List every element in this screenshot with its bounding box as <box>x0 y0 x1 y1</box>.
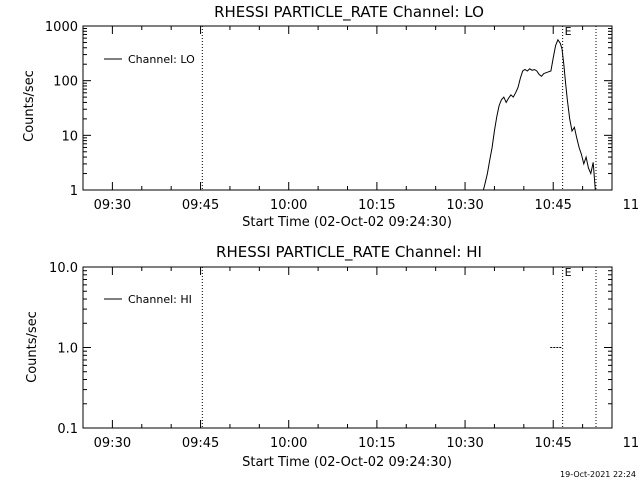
hi-y-tick-label: 0.1 <box>57 422 78 437</box>
hi-channel-panel: RHESSI PARTICLE_RATE Channel: HI Start T… <box>25 243 640 470</box>
hi-x-tick-label: 09:45 <box>182 436 219 451</box>
lo-x-tick-label: 10:00 <box>270 198 307 213</box>
lo-y-tick-label: 1 <box>70 184 78 199</box>
hi-y-tick-label: 1.0 <box>57 342 78 357</box>
hi-legend-label: Channel: HI <box>128 293 192 306</box>
hi-x-tick-label: 09:30 <box>94 436 131 451</box>
hi-x-tick-label: 10:45 <box>534 436 571 451</box>
hi-y-tick-label: 10.0 <box>49 261 78 276</box>
lo-x-tick-label: 09:45 <box>182 198 219 213</box>
hi-chart-title: RHESSI PARTICLE_RATE Channel: HI <box>216 243 482 262</box>
lo-x-tick-label: 10:15 <box>358 198 395 213</box>
lo-legend-label: Channel: LO <box>128 53 195 66</box>
lo-series-line <box>482 38 596 190</box>
lo-channel-panel: RHESSI PARTICLE_RATE Channel: LO Start T… <box>22 3 640 230</box>
lo-x-tick-label: 10:30 <box>446 198 483 213</box>
lo-x-tick-label: 10:45 <box>534 198 571 213</box>
hi-chart-ylabel: Counts/sec <box>25 311 40 383</box>
hi-x-tick-label: 10:30 <box>446 436 483 451</box>
hi-x-tick-label: 10:00 <box>270 436 307 451</box>
lo-x-tick-label: 11:00 <box>623 198 640 213</box>
hi-plot-frame <box>82 266 613 429</box>
hi-chart-xlabel: Start Time (02-Oct-02 09:24:30) <box>242 455 452 470</box>
hi-event-marker: E <box>565 266 572 279</box>
lo-chart-ylabel: Counts/sec <box>22 70 37 142</box>
lo-x-tick-label: 09:30 <box>94 198 131 213</box>
hi-x-tick-label: 10:15 <box>358 436 395 451</box>
footer-timestamp: 19-Oct-2021 22:24 <box>560 470 636 479</box>
lo-y-tick-label: 100 <box>53 75 78 90</box>
lo-chart-xlabel: Start Time (02-Oct-02 09:24:30) <box>242 215 452 230</box>
lo-chart-title: RHESSI PARTICLE_RATE Channel: LO <box>214 3 484 22</box>
lo-y-tick-label: 10 <box>61 129 78 144</box>
lo-plot-frame <box>82 25 613 191</box>
hi-x-tick-label: 11:00 <box>623 436 640 451</box>
lo-y-tick-label: 1000 <box>45 20 78 35</box>
lo-event-marker: E <box>565 25 572 38</box>
